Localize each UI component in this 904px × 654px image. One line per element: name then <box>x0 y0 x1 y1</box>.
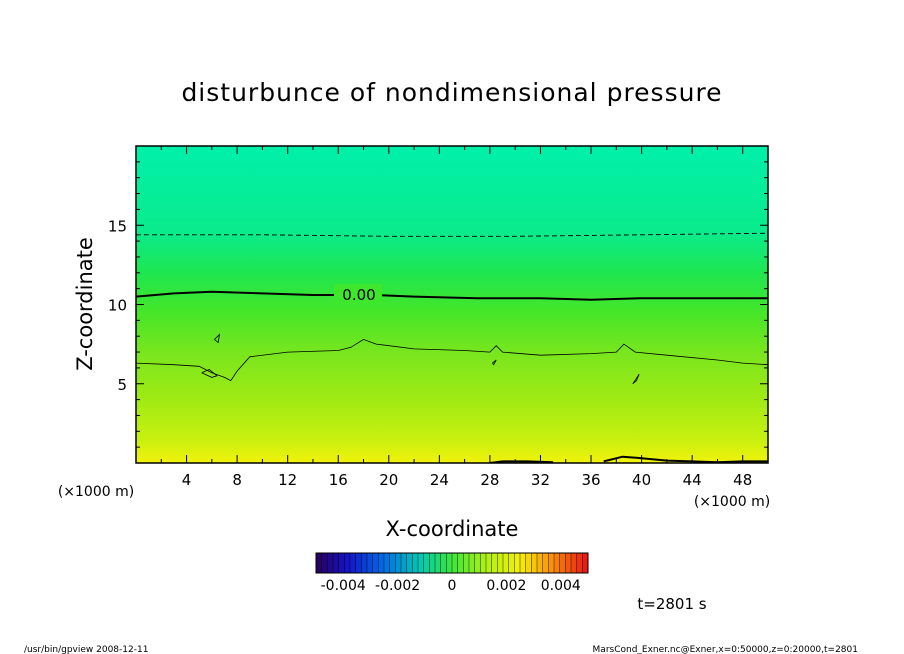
colorbar-cell <box>565 552 572 574</box>
contour-dashed-0 <box>136 232 768 237</box>
colorbar-cell <box>570 552 578 574</box>
contour-thin-4 <box>201 369 218 378</box>
colorbar-cell <box>423 552 430 574</box>
footer-left: /usr/bin/gpview 2008-12-11 <box>24 645 148 654</box>
x-tick-label: 36 <box>581 471 600 489</box>
colorbar-cell <box>434 552 442 574</box>
colorbar-cell <box>315 552 323 574</box>
contour-thin-3 <box>136 338 768 382</box>
colorbar-tick-label: 0 <box>448 578 457 594</box>
colorbar-cell <box>372 552 379 574</box>
contour-label-group: 0.00 <box>334 284 382 304</box>
colorbar: -0.004 -0.002 0 0.002 0.004 <box>315 552 589 594</box>
colorbar-cell <box>531 552 538 574</box>
time-label: t=2801 s <box>637 595 706 613</box>
colorbar-cell <box>451 552 459 574</box>
y-axis-label: Z-coordinate <box>73 237 97 371</box>
x-unit-left: (×1000 m) <box>58 484 134 500</box>
x-unit-right: (×1000 m) <box>694 494 770 510</box>
chart-title: disturbunce of nondimensional pressure <box>181 78 722 107</box>
colorbar-tick-label: 0.004 <box>541 578 581 594</box>
colorbar-cell <box>514 552 521 574</box>
colorbar-cell <box>321 552 328 574</box>
colorbar-cell <box>536 552 544 574</box>
colorbar-cells <box>315 552 589 574</box>
colorbar-cell <box>576 552 583 574</box>
colorbar-cell <box>582 552 589 574</box>
colorbar-tick-labels: -0.004 -0.002 0 0.002 0.004 <box>321 578 581 594</box>
colorbar-cell <box>378 552 385 574</box>
y-tick-labels: 5 10 15 <box>108 217 127 394</box>
colorbar-tick-label: 0.002 <box>486 578 526 594</box>
contour-thin-5 <box>632 373 640 385</box>
colorbar-cell <box>361 552 368 574</box>
colorbar-cell <box>344 552 351 574</box>
colorbar-cell <box>559 552 566 574</box>
x-tick-label: 12 <box>278 471 297 489</box>
colorbar-cell <box>417 552 425 574</box>
colorbar-cell <box>502 552 510 574</box>
colorbar-cell <box>508 552 515 574</box>
contour-label-background <box>334 284 382 304</box>
axis-ticks <box>136 146 768 463</box>
colorbar-cell <box>542 552 549 574</box>
x-tick-label: 40 <box>632 471 651 489</box>
colorbar-cell <box>400 552 408 574</box>
colorbar-cell <box>349 552 357 574</box>
colorbar-cell <box>412 552 419 574</box>
pressure-field <box>136 146 768 463</box>
colorbar-cell <box>406 552 413 574</box>
x-axis-label: X-coordinate <box>386 517 519 541</box>
x-tick-label: 8 <box>232 471 242 489</box>
x-tick-label: 4 <box>182 471 192 489</box>
colorbar-cell <box>383 552 391 574</box>
colorbar-tick-label: -0.004 <box>321 578 366 594</box>
colorbar-cell <box>395 552 402 574</box>
colorbar-cell <box>548 552 555 574</box>
zero-contour-label: 0.00 <box>342 286 375 304</box>
colorbar-cell <box>446 552 453 574</box>
contour-lines <box>136 232 768 463</box>
colorbar-cell <box>485 552 493 574</box>
y-tick-label: 5 <box>117 376 127 394</box>
colorbar-cell <box>355 552 362 574</box>
colorbar-cell <box>519 552 527 574</box>
colorbar-cell <box>440 552 447 574</box>
colorbar-cell <box>553 552 561 574</box>
x-tick-label: 20 <box>379 471 398 489</box>
x-tick-labels: 4 8 12 16 20 24 28 32 36 40 44 48 <box>182 471 752 489</box>
colorbar-cell <box>429 552 436 574</box>
y-tick-label: 15 <box>108 217 127 235</box>
x-tick-label: 32 <box>531 471 550 489</box>
contour-zero-2 <box>376 294 768 301</box>
x-tick-label: 24 <box>430 471 449 489</box>
contour-thin-6 <box>492 359 497 366</box>
colorbar-cell <box>480 552 487 574</box>
contour-thin-7 <box>214 333 220 344</box>
plot-area: 0.00 <box>135 145 769 464</box>
colorbar-cell <box>389 552 396 574</box>
footer-right: MarsCond_Exner.nc@Exner,x=0:50000,z=0:20… <box>593 645 858 654</box>
colorbar-frame <box>315 552 589 574</box>
x-tick-label: 44 <box>683 471 702 489</box>
colorbar-cell <box>366 552 374 574</box>
contour-zero-9 <box>603 455 768 463</box>
colorbar-cell <box>468 552 476 574</box>
x-tick-label: 48 <box>733 471 752 489</box>
colorbar-cell <box>463 552 470 574</box>
contour-zero-1 <box>136 290 339 298</box>
colorbar-tick-label: -0.002 <box>375 578 420 594</box>
colorbar-cell <box>327 552 334 574</box>
y-tick-label: 10 <box>108 297 127 315</box>
colorbar-cell <box>332 552 340 574</box>
colorbar-cell <box>525 552 532 574</box>
colorbar-cell <box>474 552 481 574</box>
x-tick-label: 28 <box>480 471 499 489</box>
colorbar-cell <box>491 552 498 574</box>
colorbar-cell <box>338 552 345 574</box>
colorbar-cell <box>497 552 504 574</box>
x-tick-label: 16 <box>329 471 348 489</box>
colorbar-cell <box>457 552 464 574</box>
